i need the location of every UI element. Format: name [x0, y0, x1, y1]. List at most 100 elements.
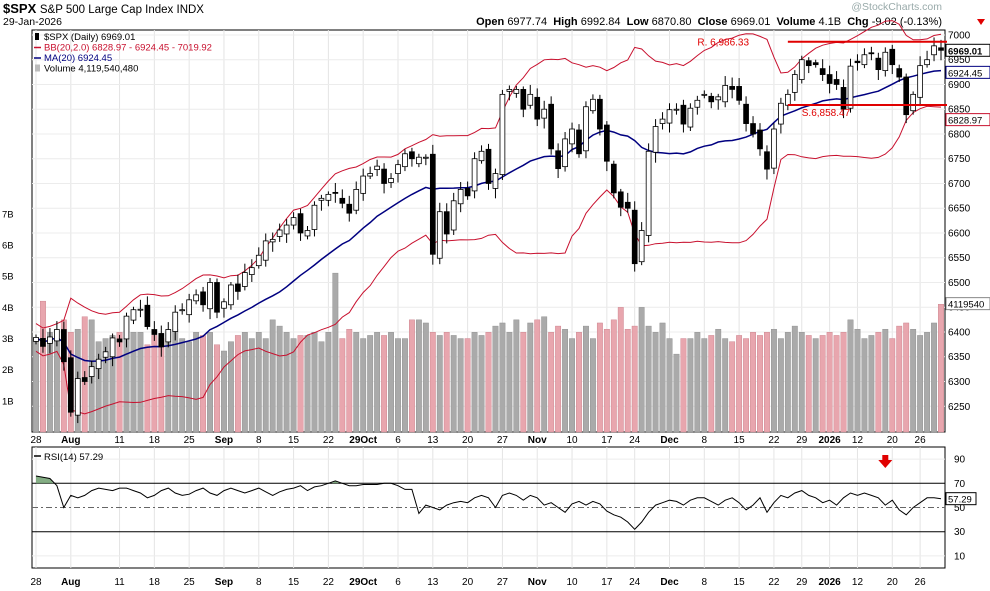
candle-body: [74, 378, 81, 416]
open-label: Open: [476, 16, 505, 28]
volume-tick-label: 5B: [2, 272, 14, 283]
low-value: 6870.80: [651, 16, 692, 28]
legend-candle-icon: [35, 33, 39, 40]
volume-bar: [826, 332, 833, 433]
candle-body: [778, 102, 784, 125]
close-badge-box: [945, 43, 990, 57]
volume-bar: [200, 335, 206, 433]
x-tick-label: 22: [768, 435, 780, 446]
volume-bar: [910, 328, 917, 433]
volume-bar: [889, 338, 896, 433]
candle-body: [847, 65, 854, 109]
candle-body: [534, 96, 541, 120]
volume-bar: [186, 341, 193, 433]
volume-bar: [896, 325, 903, 433]
candle-body: [541, 108, 548, 119]
price-tick-label: 6500: [948, 278, 971, 289]
candle-body: [833, 79, 840, 85]
candle-body: [144, 304, 151, 327]
x-tick-label: 20: [887, 577, 899, 588]
volume-bar: [805, 335, 812, 433]
candle-body: [332, 191, 339, 194]
volume-badge-box: [945, 297, 990, 311]
volume-bar: [903, 322, 910, 433]
x-tick-label: 18: [149, 435, 161, 446]
x-tick-label: 26: [915, 577, 927, 588]
rsi-down-arrow: [878, 455, 893, 468]
high-value: 6992.84: [580, 16, 621, 28]
chg-value: -9.02 (-0.13%): [871, 16, 942, 28]
x-tick-label: 8: [256, 435, 262, 446]
ma-badge: 6924.45: [948, 68, 982, 79]
x-tick-label: 27: [497, 435, 509, 446]
candle-body: [367, 173, 373, 177]
volume-bar: [234, 335, 241, 433]
candle-body: [436, 211, 443, 259]
volume-bar: [248, 338, 255, 433]
volume-bar: [659, 322, 666, 433]
candle-body: [875, 57, 882, 71]
volume-bar: [388, 332, 394, 433]
volume-bar: [395, 338, 401, 433]
volume-tick-label: 2B: [2, 365, 14, 376]
symbol-title: $SPX S&P 500 Large Cap Index INDX: [3, 1, 204, 16]
chart-date: 29-Jan-2026: [3, 16, 62, 28]
candle-body: [40, 338, 46, 347]
x-tick-label: 22: [323, 435, 335, 446]
x-tick-label: 10: [566, 435, 578, 446]
candle-body: [429, 153, 436, 255]
volume-bar: [590, 338, 596, 433]
volume-bar: [812, 338, 819, 433]
volume-bar: [743, 338, 749, 433]
ma-legend: MA(20) 6924.45: [44, 53, 112, 64]
candle-body: [694, 99, 701, 108]
price-tick-label: 6550: [948, 253, 971, 264]
chg-down-triangle: [977, 19, 985, 25]
volume-bar: [429, 332, 436, 433]
close-label: Close: [697, 16, 728, 28]
candle-body: [102, 351, 109, 358]
volume-bar: [527, 322, 534, 433]
x-tick-label: 17: [601, 435, 613, 446]
volume-bar: [179, 338, 186, 433]
volume-bar: [638, 307, 645, 433]
volume-bar: [443, 332, 450, 433]
candle-body: [395, 164, 401, 174]
candle-body: [151, 329, 158, 335]
volume-bar: [917, 335, 924, 433]
candle-body: [638, 230, 645, 263]
candle-body: [290, 217, 297, 226]
candle-body: [812, 62, 819, 66]
candle-body: [485, 148, 492, 184]
candle-body: [464, 188, 471, 197]
volume-bar: [415, 319, 422, 433]
candle-body: [221, 301, 227, 309]
candle-body: [805, 60, 812, 67]
volume-bar: [666, 338, 673, 433]
x-tick-label: Aug: [61, 435, 80, 446]
x-tick-label: 12: [852, 577, 864, 588]
volume-bar: [513, 319, 520, 433]
candle-body: [262, 240, 269, 261]
volume-bar: [924, 332, 930, 433]
candle-body: [617, 191, 624, 208]
candle-body: [889, 48, 896, 66]
candle-body: [708, 95, 715, 103]
candle-body: [673, 108, 680, 111]
x-tick-label: 10: [566, 577, 578, 588]
open-value: 6977.74: [507, 16, 548, 28]
candle-body: [471, 158, 478, 192]
bb-badge: 6828.97: [948, 116, 982, 127]
candle-body: [325, 193, 332, 201]
volume-bar: [130, 332, 137, 433]
candle-body: [569, 128, 575, 145]
rsi-badge: 57.29: [948, 495, 972, 506]
price-tick-label: 6250: [948, 402, 971, 413]
candle-body: [81, 377, 88, 382]
candle-body: [339, 197, 346, 204]
candle-body: [687, 107, 694, 128]
ma-badge-box: [945, 65, 990, 79]
volume-bar: [645, 325, 652, 433]
x-tick-label: Aug: [61, 577, 80, 588]
